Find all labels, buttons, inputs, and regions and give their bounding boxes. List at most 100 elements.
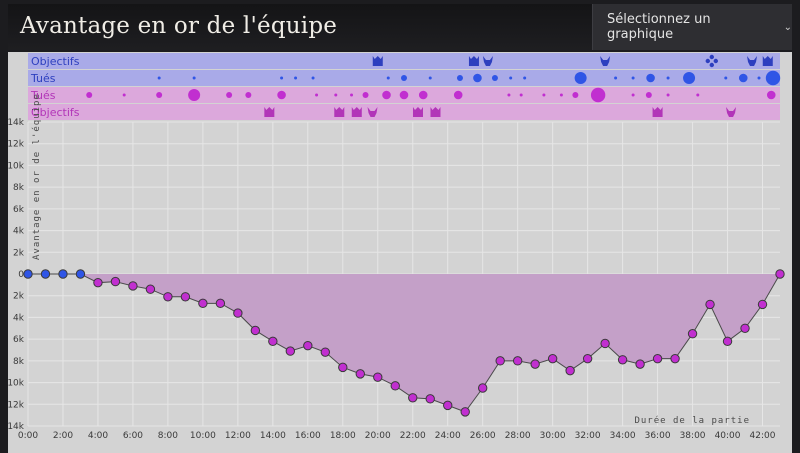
gold-data-point[interactable] [338, 362, 348, 373]
blue-kill-marker[interactable] [401, 75, 407, 81]
blue-kill-marker[interactable] [666, 76, 670, 80]
gold-data-point[interactable] [740, 323, 750, 333]
gold-data-point[interactable] [565, 365, 575, 376]
gold-data-point[interactable] [425, 394, 435, 404]
red-objective-baron-icon[interactable] [334, 107, 345, 117]
red-objective-baron-icon[interactable] [351, 107, 362, 117]
gold-data-point[interactable] [268, 336, 278, 347]
red-kill-marker[interactable] [453, 90, 463, 100]
blue-kill-marker[interactable] [157, 76, 161, 80]
gold-data-point[interactable] [530, 359, 540, 369]
blue-kill-marker[interactable] [738, 73, 748, 83]
gold-data-point[interactable] [600, 338, 610, 349]
gold-data-point[interactable] [635, 359, 645, 369]
chart-select-dropdown[interactable]: Sélectionnez un graphique ⌄ [592, 4, 792, 50]
red-kill-marker[interactable] [559, 93, 563, 97]
red-kill-marker[interactable] [631, 93, 635, 97]
blue-objective-dragon-icon[interactable] [482, 56, 493, 66]
gold-data-point[interactable] [775, 269, 785, 279]
red-kill-marker[interactable] [590, 87, 606, 103]
blue-kill-marker[interactable] [523, 76, 527, 80]
gold-data-point[interactable] [670, 353, 680, 364]
gold-data-point[interactable] [722, 336, 733, 347]
red-kill-marker[interactable] [245, 92, 252, 98]
gold-data-point[interactable] [198, 298, 208, 309]
gold-data-point[interactable] [687, 329, 698, 339]
red-kill-marker[interactable] [507, 93, 511, 97]
gold-data-point[interactable] [373, 372, 383, 382]
blue-kill-marker[interactable] [428, 76, 432, 80]
blue-kill-marker[interactable] [724, 76, 728, 80]
blue-kill-marker[interactable] [683, 72, 696, 84]
gold-data-point[interactable] [145, 284, 156, 294]
blue-kill-marker[interactable] [646, 73, 655, 83]
blue-kill-marker[interactable] [574, 72, 587, 84]
gold-data-point[interactable] [215, 298, 226, 309]
gold-data-point[interactable] [443, 400, 453, 411]
gold-data-point[interactable] [390, 381, 400, 391]
gold-data-point[interactable] [58, 269, 68, 279]
gold-data-point[interactable] [582, 353, 593, 364]
red-kill-marker[interactable] [666, 93, 670, 97]
blue-kill-marker[interactable] [294, 76, 298, 80]
blue-kill-marker[interactable] [280, 76, 284, 80]
gold-data-point[interactable] [355, 369, 365, 379]
blue-objective-baron-icon[interactable] [372, 56, 383, 66]
blue-kill-marker[interactable] [456, 75, 463, 81]
gold-data-point[interactable] [652, 353, 663, 364]
red-kill-marker[interactable] [766, 90, 776, 100]
red-kill-marker[interactable] [572, 92, 579, 98]
gold-data-point[interactable] [23, 269, 33, 279]
blue-objective-rift-herald-icon[interactable] [705, 54, 718, 68]
gold-data-point[interactable] [547, 353, 558, 364]
gold-data-point[interactable] [617, 355, 628, 365]
red-kill-marker[interactable] [277, 90, 286, 100]
gold-data-point[interactable] [93, 277, 103, 288]
gold-data-point[interactable] [495, 356, 505, 366]
gold-data-point[interactable] [408, 393, 418, 403]
gold-data-point[interactable] [460, 407, 470, 417]
blue-kill-marker[interactable] [757, 76, 761, 80]
blue-kill-marker[interactable] [631, 76, 635, 80]
red-kill-marker[interactable] [188, 89, 201, 101]
red-kill-marker[interactable] [350, 93, 354, 97]
red-objective-dragon-icon[interactable] [367, 107, 378, 117]
blue-kill-marker[interactable] [509, 76, 513, 80]
gold-data-point[interactable] [163, 292, 173, 302]
red-objective-baron-icon[interactable] [412, 107, 423, 117]
gold-data-point[interactable] [285, 346, 296, 356]
gold-data-point[interactable] [128, 281, 138, 291]
red-kill-marker[interactable] [315, 93, 319, 97]
blue-objective-dragon-icon[interactable] [600, 56, 611, 66]
blue-kill-marker[interactable] [192, 76, 196, 80]
red-kill-marker[interactable] [226, 92, 233, 98]
blue-kill-marker[interactable] [765, 70, 781, 86]
gold-data-point[interactable] [250, 325, 261, 336]
red-kill-marker[interactable] [122, 93, 126, 97]
blue-kill-marker[interactable] [386, 76, 390, 80]
red-kill-marker[interactable] [156, 92, 163, 98]
red-kill-marker[interactable] [542, 93, 546, 97]
gold-data-point[interactable] [303, 340, 313, 351]
gold-data-point[interactable] [320, 347, 331, 357]
gold-data-point[interactable] [757, 299, 768, 310]
blue-kill-marker[interactable] [311, 76, 315, 80]
red-kill-marker[interactable] [382, 90, 391, 100]
blue-objective-dragon-icon[interactable] [747, 56, 758, 66]
gold-data-point[interactable] [705, 299, 715, 310]
blue-kill-marker[interactable] [473, 73, 482, 83]
red-objective-dragon-icon[interactable] [726, 107, 737, 117]
gold-data-point[interactable] [110, 276, 121, 287]
blue-objective-baron-icon[interactable] [762, 56, 773, 66]
gold-data-point[interactable] [40, 269, 51, 279]
blue-kill-marker[interactable] [491, 75, 498, 81]
gold-data-point[interactable] [180, 292, 191, 302]
gold-data-point[interactable] [512, 356, 523, 366]
red-kill-marker[interactable] [519, 93, 523, 97]
red-kill-marker[interactable] [645, 92, 652, 98]
red-kill-marker[interactable] [86, 92, 93, 98]
blue-objective-baron-icon[interactable] [468, 56, 479, 66]
red-objective-baron-icon[interactable] [264, 107, 275, 117]
gold-data-point[interactable] [233, 308, 243, 318]
gold-data-point[interactable] [477, 383, 488, 393]
